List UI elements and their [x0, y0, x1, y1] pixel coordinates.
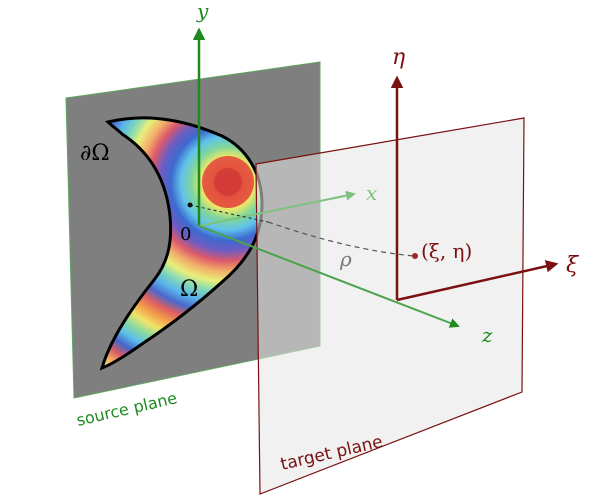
y-axis-label: y [196, 0, 209, 23]
origin-point [187, 202, 193, 208]
z-axis [198, 225, 460, 328]
omega-boundary [99, 116, 264, 371]
z-axis-label: z [481, 323, 493, 347]
x-axis [198, 190, 356, 227]
xi-axis [396, 260, 559, 302]
point-label: (ξ, η) [421, 239, 472, 263]
boundary-label: ∂Ω [80, 141, 110, 166]
target-point [412, 253, 418, 259]
xi-axis-label: ξ [566, 253, 580, 278]
dashed-origin-line [189, 204, 269, 223]
rho-label: ρ [339, 247, 352, 271]
target-plane [255, 117, 525, 495]
eta-axis-label: η [392, 45, 405, 70]
origin-label: 0 [180, 224, 191, 245]
rho-dashed-curve [267, 221, 415, 257]
x-axis-label: x [366, 181, 377, 205]
region-label: Ω [180, 277, 198, 302]
